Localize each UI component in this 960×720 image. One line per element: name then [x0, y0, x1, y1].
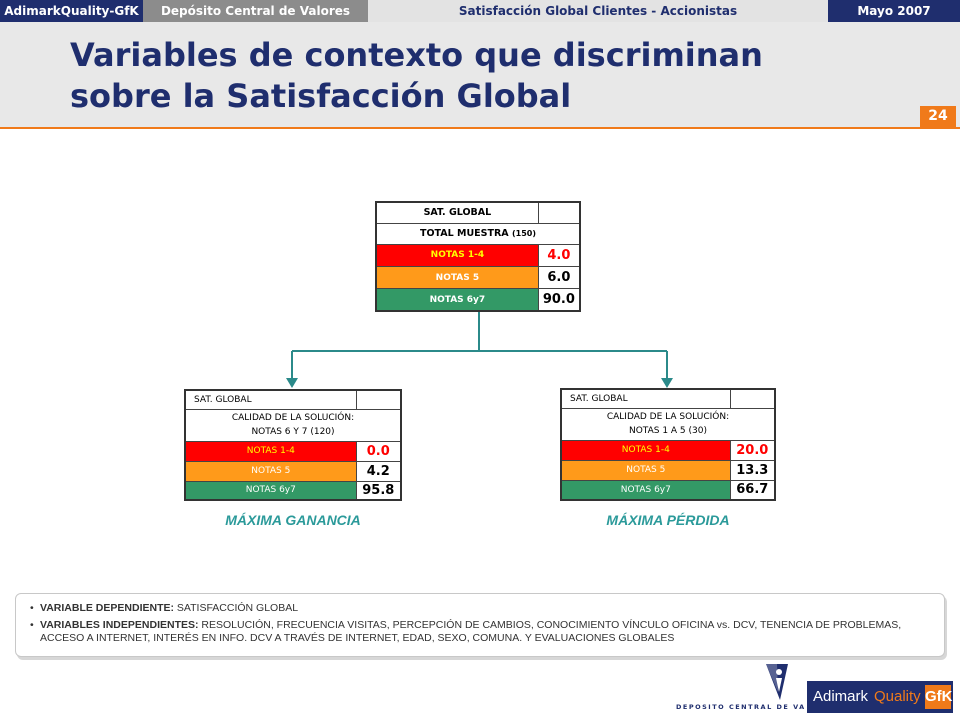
table-loss-row-value: 66.7 — [729, 479, 776, 501]
dcv-logo-text: DEPOSITO CENTRAL DE VALORES — [676, 703, 837, 711]
note-key: VARIABLE DEPENDIENTE: — [40, 602, 174, 614]
table-total-subheader: TOTAL MUESTRA (150) — [375, 222, 581, 245]
list-item: • VARIABLE DEPENDIENTE: SATISFACCIÓN GLO… — [30, 602, 945, 615]
note-key: VARIABLES INDEPENDIENTES: — [40, 619, 199, 631]
notes-box: • VARIABLE DEPENDIENTE: SATISFACCIÓN GLO… — [15, 593, 945, 657]
note-value: SATISFACCIÓN GLOBAL — [173, 602, 299, 614]
table-gain-row-label: NOTAS 6y7 — [184, 480, 357, 501]
date-label: Mayo 2007 — [828, 0, 960, 22]
gfk-logo-box: GfK — [925, 685, 953, 709]
table-loss-row-label: NOTAS 1-4 — [560, 439, 731, 461]
page-title-line1: Variables de contexto que discriminan — [70, 36, 763, 74]
table-total-row-value: 4.0 — [537, 243, 581, 268]
table-total-row-label: NOTAS 6y7 — [375, 288, 539, 312]
table-gain-header: SAT. GLOBAL — [184, 389, 357, 410]
gfk-logo-quality: Quality — [874, 688, 921, 705]
arrow-left-icon — [286, 378, 298, 388]
top-bar: AdimarkQuality-GfK Depósito Central de V… — [0, 0, 960, 22]
table-loss-header: SAT. GLOBAL — [560, 388, 731, 409]
arrow-right-icon — [661, 378, 673, 388]
table-gain-row-label: NOTAS 1-4 — [184, 440, 357, 462]
table-gain-row-value: 4.2 — [355, 460, 402, 482]
caption-max-gain: MÁXIMA GANANCIA — [225, 512, 361, 528]
title-divider — [0, 127, 960, 129]
table-gain-row-value: 0.0 — [355, 440, 402, 462]
table-loss-row-value: 13.3 — [729, 459, 776, 481]
bullet-icon: • — [30, 602, 34, 614]
table-gain-row-label: NOTAS 5 — [184, 460, 357, 482]
client-label: Depósito Central de Valores — [143, 0, 368, 22]
note-value: RESOLUCIÓN, FRECUENCIA VISITAS, PERCEPCI… — [40, 619, 902, 644]
brand-label: AdimarkQuality-GfK — [0, 0, 143, 22]
table-total-row-value: 90.0 — [537, 288, 581, 312]
table-total-row-value: 6.0 — [537, 266, 581, 290]
page-title: Variables de contexto que discriminan so… — [70, 35, 830, 117]
table-gain-subheader: CALIDAD DE LA SOLUCIÓN: NOTAS 6 Y 7 (120… — [184, 408, 402, 442]
table-gain-row-value: 95.8 — [355, 480, 402, 501]
gfk-logo-adimark: Adimark — [813, 688, 869, 705]
bullet-icon: • — [30, 619, 34, 631]
caption-max-loss: MÁXIMA PÉRDIDA — [606, 512, 730, 528]
table-total-row-label: NOTAS 1-4 — [375, 243, 539, 268]
study-label: Satisfacción Global Clientes - Accionist… — [368, 0, 828, 22]
table-loss-row-label: NOTAS 6y7 — [560, 479, 731, 501]
dcv-logo-icon — [766, 664, 788, 700]
table-total-header: SAT. GLOBAL — [375, 201, 539, 224]
table-loss-subheader: CALIDAD DE LA SOLUCIÓN: NOTAS 1 A 5 (30) — [560, 407, 776, 441]
list-item: • VARIABLES INDEPENDIENTES: RESOLUCIÓN, … — [30, 619, 945, 645]
table-total: SAT. GLOBAL TOTAL MUESTRA (150) NOTAS 1-… — [375, 201, 581, 312]
table-loss-row-value: 20.0 — [729, 439, 776, 461]
gfk-logo: Adimark Quality GfK — [806, 680, 954, 714]
table-loss-row-label: NOTAS 5 — [560, 459, 731, 481]
notes-list: • VARIABLE DEPENDIENTE: SATISFACCIÓN GLO… — [16, 602, 945, 649]
table-total-row-label: NOTAS 5 — [375, 266, 539, 290]
page-number: 24 — [920, 106, 956, 127]
title-area — [0, 22, 960, 127]
page-title-line2: sobre la Satisfacción Global — [70, 77, 572, 115]
table-max-gain: SAT. GLOBAL CALIDAD DE LA SOLUCIÓN: NOTA… — [184, 389, 402, 501]
table-max-loss: SAT. GLOBAL CALIDAD DE LA SOLUCIÓN: NOTA… — [560, 388, 776, 501]
